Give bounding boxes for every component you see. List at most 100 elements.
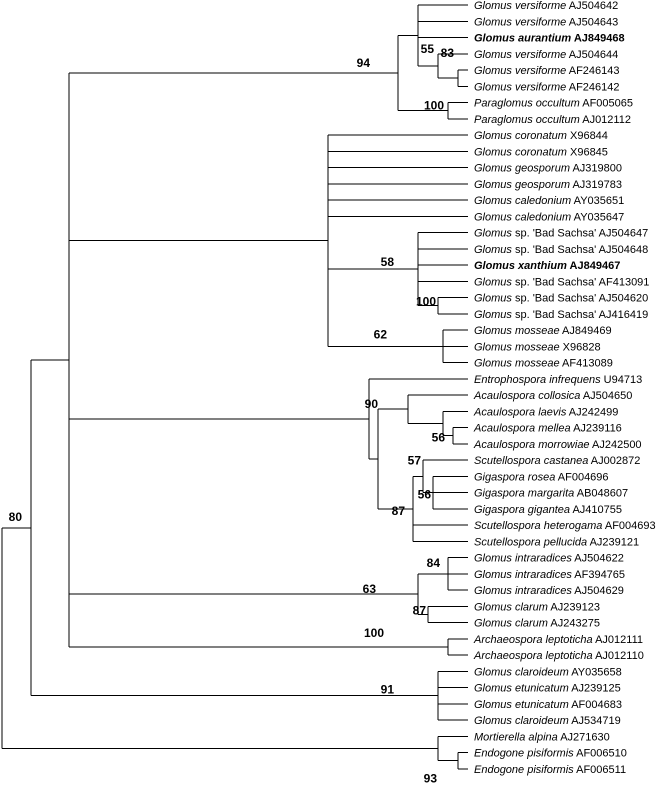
taxon-accession: AJ239125 (569, 683, 621, 695)
taxon-label: Glomus sp. 'Bad Sachsa' AJ416419 (474, 309, 648, 321)
taxon-genus: Paraglomus occultum (474, 98, 580, 110)
taxon-accession: X96845 (567, 146, 608, 158)
taxon-accession: AJ504650 (580, 390, 632, 402)
taxon-accession: AY035651 (571, 195, 624, 207)
taxon-label: Glomus intraradices AF394765 (474, 569, 625, 581)
bootstrap-value: 62 (374, 327, 388, 341)
taxon-label: Glomus etunicatum AJ239125 (474, 683, 621, 695)
bootstrap-value: 87 (413, 603, 427, 617)
taxon-label: Paraglomus occultum AF005065 (474, 98, 633, 110)
bootstrap-value: 80 (9, 510, 23, 524)
tree-branches (1, 4, 468, 770)
taxon-accession: AJ012112 (580, 114, 631, 126)
taxon-genus: Archaeospora leptoticha (473, 634, 593, 646)
taxon-accession: AF004693 (602, 520, 655, 532)
taxon-genus: Glomus intraradices (474, 585, 572, 597)
taxon-accession: AF394765 (572, 569, 625, 581)
taxon-accession: U94713 (601, 374, 643, 386)
taxon-label: Glomus etunicatum AF004683 (474, 699, 622, 711)
taxon-genus: Glomus mosseae (474, 325, 560, 337)
taxon-accession: X96828 (560, 341, 601, 353)
taxon-label: Glomus sp. 'Bad Sachsa' AF413091 (474, 276, 649, 288)
taxon-genus: Acaulospora laevis (473, 406, 567, 418)
taxon-genus: Glomus versiforme (474, 49, 566, 61)
taxon-genus: Glomus xanthium (474, 260, 567, 272)
taxon-accession: AJ002872 (588, 455, 640, 467)
taxon-genus: Glomus (474, 276, 512, 288)
taxon-accession: AJ504643 (566, 16, 618, 28)
taxon-label: Gigaspora margarita AB048607 (474, 488, 628, 500)
taxon-genus: Glomus intraradices (474, 569, 572, 581)
taxon-label: Glomus versiforme AJ504643 (474, 16, 618, 28)
taxon-label: Glomus versiforme AF246143 (474, 65, 620, 77)
taxon-genus: Glomus mosseae (474, 358, 560, 370)
taxon-accession: AF004683 (569, 699, 622, 711)
taxon-label: Acaulospora collosica AJ504650 (473, 390, 632, 402)
taxon-accession: AJ504622 (572, 553, 624, 565)
taxon-label: Scutellospora castanea AJ002872 (474, 455, 640, 467)
taxon-accession: AF006510 (574, 748, 627, 760)
taxon-genus: Entrophospora infrequens (474, 374, 601, 386)
taxon-label: Endogone pisiformis AF006511 (474, 764, 626, 776)
taxon-genus: Glomus aurantium (474, 33, 571, 45)
taxon-genus: Glomus intraradices (474, 553, 572, 565)
taxon-accession: AF006511 (574, 764, 626, 776)
taxon-accession: AF004696 (555, 471, 608, 483)
taxon-genus: Glomus versiforme (474, 16, 566, 28)
taxon-label: Glomus versiforme AF246142 (474, 81, 620, 93)
taxon-label: Glomus mosseae AF413089 (474, 358, 613, 370)
bootstrap-value: 55 (421, 42, 435, 56)
taxon-label: Scutellospora heterogama AF004693 (474, 520, 656, 532)
taxon-genus: Gigaspora margarita (474, 488, 574, 500)
taxon-genus: Glomus claroideum (474, 666, 569, 678)
taxon-label: Endogone pisiformis AF006510 (474, 748, 627, 760)
taxon-accession: AJ012110 (593, 650, 644, 662)
taxon-accession: AJ534719 (569, 715, 621, 727)
taxon-label: Glomus mosseae AJ849469 (474, 325, 612, 337)
taxon-genus: Acaulospora collosica (473, 390, 580, 402)
taxon-accession: AJ239116 (571, 423, 622, 435)
bootstrap-value: 91 (381, 683, 395, 697)
taxon-genus: Gigaspora gigantea (474, 504, 570, 516)
taxon-accession: AJ243275 (548, 618, 600, 630)
taxon-label: Glomus sp. 'Bad Sachsa' AJ504620 (474, 293, 648, 305)
taxon-accession: AJ849468 (571, 33, 624, 45)
bootstrap-value: 90 (365, 397, 379, 411)
taxon-genus: Glomus etunicatum (474, 683, 569, 695)
bootstrap-value: 93 (424, 771, 438, 785)
taxon-accession: AJ849469 (560, 325, 612, 337)
taxon-label: Glomus geosporum AJ319783 (474, 179, 622, 191)
taxon-accession: AJ242499 (566, 406, 618, 418)
taxon-accession: AF413089 (560, 358, 613, 370)
bootstrap-value: 83 (441, 46, 455, 60)
bootstrap-value: 100 (364, 626, 384, 640)
taxon-label: Glomus clarum AJ239123 (474, 601, 600, 613)
bootstrap-value: 63 (363, 582, 377, 596)
taxon-accession: sp. 'Bad Sachsa' AF413091 (512, 276, 650, 288)
taxon-label: Acaulospora laevis AJ242499 (473, 406, 618, 418)
taxon-genus: Endogone pisiformis (474, 748, 574, 760)
taxon-genus: Scutellospora pellucida (474, 536, 587, 548)
taxon-genus: Paraglomus occultum (474, 114, 580, 126)
taxon-accession: AJ012111 (593, 634, 643, 646)
taxon-genus: Glomus (474, 228, 512, 240)
taxon-genus: Glomus geosporum (474, 179, 570, 191)
taxon-accession: AJ319783 (570, 179, 622, 191)
taxon-label: Glomus coronatum X96844 (474, 130, 608, 142)
taxon-label: Glomus clarum AJ243275 (474, 618, 600, 630)
taxon-genus: Glomus etunicatum (474, 699, 569, 711)
taxon-genus: Glomus caledonium (474, 211, 571, 223)
taxon-genus: Glomus versiforme (474, 65, 566, 77)
taxon-label: Glomus caledonium AY035647 (474, 211, 624, 223)
taxon-accession: AY035658 (569, 666, 622, 678)
taxon-label: Glomus xanthium AJ849467 (474, 260, 620, 272)
taxon-genus: Scutellospora castanea (474, 455, 588, 467)
taxon-label: Gigaspora gigantea AJ410755 (474, 504, 622, 516)
taxon-label: Glomus versiforme AJ504644 (474, 49, 618, 61)
taxon-label: Glomus sp. 'Bad Sachsa' AJ504648 (474, 244, 648, 256)
taxon-genus: Mortierella alpina (474, 731, 558, 743)
taxon-label: Glomus coronatum X96845 (474, 146, 608, 158)
taxon-label: Glomus intraradices AJ504622 (474, 553, 624, 565)
